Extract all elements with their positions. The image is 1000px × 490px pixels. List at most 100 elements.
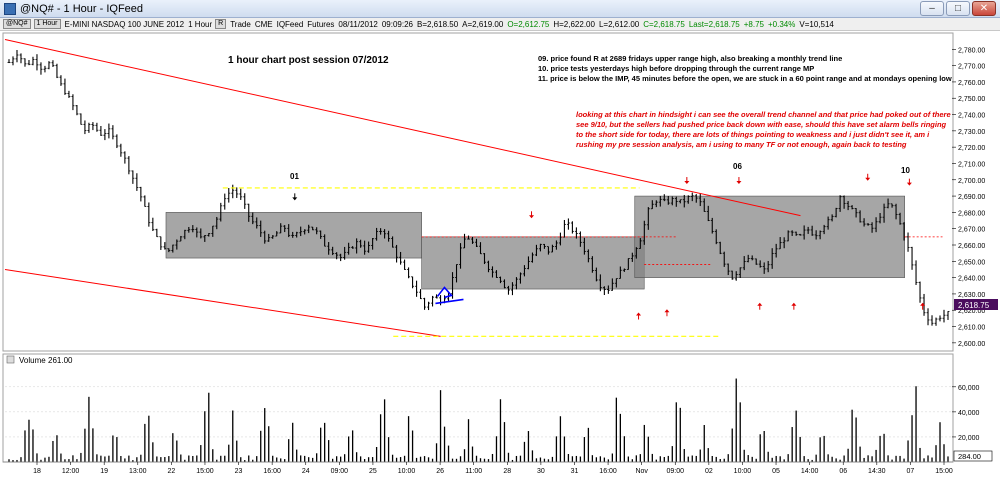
price-tick-label: 2,760.00 [958,80,985,87]
refresh-toggle[interactable]: R [215,19,227,29]
time-tick-label: 22 [167,468,175,475]
price-tick-label: 2,630.00 [958,292,985,299]
chart-area[interactable]: 2,600.00 2,610.00 2,620.00 2,630.00 2,640.00… [0,31,1000,490]
price-tick-label: 2,730.00 [958,129,985,136]
volume-bars [8,378,949,462]
volume-last-box [953,450,993,462]
note-11: 11. price is below the IMP, 45 minutes b… [538,74,952,83]
time-tick-label: 16:00 [599,468,617,475]
price-tick-label: 2,680.00 [958,210,985,217]
price-tick-label: 2,740.00 [958,113,985,120]
marker-label-10: 10 [901,166,910,175]
up-arrow-head-icon [920,302,926,306]
quote-date: 08/11/2012 [338,19,378,29]
time-tick-label: 18 [33,468,41,475]
time-tick-label: 14:00 [801,468,819,475]
market-label: Futures [307,19,335,29]
volume-panel-value: 261.00 [48,356,73,365]
volume-panel-label: Volume [19,356,46,365]
time-tick-label: 02 [705,468,713,475]
down-arrow-head-icon [529,215,535,219]
red-note-line-1: looking at this chart in hindsight i can… [576,110,951,119]
volume-value: V=10,514 [799,19,834,29]
down-arrow-head-icon [292,197,298,201]
chart-title: 1 hour chart post session 07/2012 [228,55,389,66]
window-title-bar: @NQ# - 1 Hour - IQFeed – □ ✕ [0,0,1000,18]
chart-overlays [4,39,943,337]
price-tick-label: 2,600.00 [958,341,985,348]
volume-tick-label: 40,000 [958,410,980,417]
time-tick-label: 05 [772,468,780,475]
blue-pattern-drawing [435,286,464,305]
low-value: L=2,612.00 [598,19,640,29]
price-tick-label: 2,700.00 [958,178,985,185]
up-arrow-head-icon [664,309,670,313]
time-tick-label: 09:00 [331,468,349,475]
price-tick-label: 2,750.00 [958,96,985,103]
price-tick-label: 2,660.00 [958,243,985,250]
volume-grid [5,386,956,438]
time-tick-label: 07 [907,468,915,475]
down-arrow-head-icon [684,181,690,185]
price-volume-chart[interactable]: 2,600.00 2,610.00 2,620.00 2,630.00 2,640.00… [0,31,1000,490]
time-tick-label: 26 [436,468,444,475]
lower-channel-line [4,268,441,337]
range-box [634,195,905,278]
interval-selector[interactable]: 1 Hour [33,19,61,29]
time-tick-label: 31 [571,468,579,475]
price-tick-label: 2,720.00 [958,145,985,152]
change-percent: +0.34% [768,19,796,29]
volume-tick-label: 20,000 [958,435,980,442]
range-boxes [165,195,905,290]
time-tick-label: 12:00 [62,468,80,475]
time-tick-label: 30 [537,468,545,475]
red-note-line-4: rushing my pre session analysis, am i us… [576,140,907,149]
minimize-button[interactable]: – [920,1,944,16]
volume-axis: 20,000 40,000 60,000 [958,385,980,442]
close-button[interactable]: ✕ [972,1,996,16]
up-arrow-head-icon [791,302,797,306]
feed-label: IQFeed [276,19,304,29]
range-box [421,236,645,290]
interval-label: 1 Hour [188,19,213,29]
price-bars [7,49,950,326]
up-arrow-head-icon [636,312,642,316]
quote-info-bar: @NQ# 1 Hour E-MINI NASDAQ 100 JUNE 2012 … [0,18,1000,31]
time-tick-label: 15:00 [196,468,214,475]
bid-value: B=2,618.50 [417,19,459,29]
time-tick-label: 28 [503,468,511,475]
price-tick-label: 2,670.00 [958,227,985,234]
note-10: 10. price tests yesterdays high before d… [538,64,814,73]
change-value: +8.75 [743,19,764,29]
ask-value: A=2,619.00 [462,19,504,29]
high-value: H=2,622.00 [553,19,595,29]
maximize-button[interactable]: □ [946,1,970,16]
window-title: @NQ# - 1 Hour - IQFeed [20,2,144,15]
price-tick-label: 2,640.00 [958,276,985,283]
down-arrow-head-icon [906,182,912,186]
price-tick-label: 2,770.00 [958,64,985,71]
down-arrow-head-icon [865,177,871,181]
up-arrow-head-icon [757,302,763,306]
price-tick-label: 2,780.00 [958,47,985,54]
close-value: C=2,618.75 [643,19,685,29]
time-tick-label: 19 [100,468,108,475]
trade-label: Trade [230,19,251,29]
price-panel-frame [2,32,954,352]
price-tick-label: 2,690.00 [958,194,985,201]
volume-tick-label: 60,000 [958,385,980,392]
time-tick-label: 11:00 [465,468,482,475]
time-tick-label: 13:00 [129,468,147,475]
red-note-line-3: to the short side for today, there are l… [576,130,930,139]
symbol-selector[interactable]: @NQ# [3,19,31,29]
time-tick-label: Nov [635,468,648,475]
volume-panel-toggle-icon[interactable] [6,355,15,364]
time-tick-label: 06 [839,468,847,475]
price-tick-label: 2,650.00 [958,259,985,266]
exchange-label: CME [254,19,273,29]
marker-label-01: 01 [290,172,299,181]
app-icon [4,2,16,15]
red-note-line-2: see 9/10, but the sellers had pushed pri… [576,120,947,129]
down-arrow-head-icon [736,181,742,185]
time-axis: 18 12:00 19 13:00 22 15:00 23 16:00 24 09:00 25 10:… [33,462,953,475]
